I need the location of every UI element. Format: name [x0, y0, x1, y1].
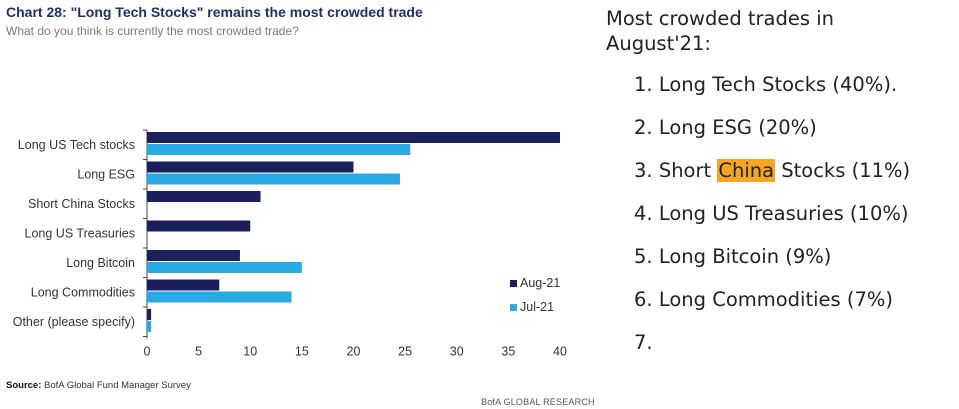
item-number: 1. — [634, 73, 653, 96]
bar-jul-21 — [147, 291, 292, 303]
item-text: Long Commodities (7%) — [658, 288, 894, 311]
source-text: BofA Global Fund Manager Survey — [44, 380, 191, 391]
item-number: 2. — [634, 116, 653, 139]
item-text-rest: Stocks (11%) — [775, 159, 911, 182]
panel-heading: Most crowded trades in August'21: — [606, 7, 835, 55]
item-text: Short — [658, 159, 718, 182]
legend-swatch — [510, 280, 517, 287]
bar-aug-21 — [147, 161, 354, 173]
chart-title: Chart 28: "Long Tech Stocks" remains the… — [6, 4, 423, 20]
item-text: Long Bitcoin (9%) — [658, 245, 832, 268]
bar-jul-21 — [147, 144, 411, 155]
legend-label: Jul-21 — [520, 300, 554, 314]
list-item: 4. Long US Treasuries (10%) — [634, 201, 909, 227]
category-label: Long Bitcoin — [66, 256, 135, 270]
source-label: Source: — [6, 380, 42, 391]
bar-aug-21 — [147, 279, 220, 291]
list-item: 2. Long ESG (20%) — [634, 115, 817, 141]
bar-jul-21 — [147, 321, 152, 332]
highlighted-word: China — [717, 159, 776, 182]
bar-aug-21 — [147, 250, 240, 261]
research-label: BofA GLOBAL RESEARCH — [481, 397, 595, 407]
category-label: Long US Tech stocks — [18, 138, 135, 152]
bar-aug-21 — [147, 220, 251, 232]
category-label: Long Commodities — [31, 285, 135, 299]
item-text: Long Tech Stocks (40%). — [658, 73, 898, 96]
bar-aug-21 — [147, 309, 152, 320]
list-item: 7. — [634, 330, 653, 356]
bar-chart: Long US Tech stocks Long ESG Short China S… — [13, 129, 567, 359]
list-item: 5. Long Bitcoin (9%) — [634, 244, 831, 270]
x-tick-label: 30 — [450, 345, 464, 359]
bar-aug-21 — [147, 191, 261, 202]
x-tick-label: 20 — [347, 345, 361, 359]
list-item: 3. Short China Stocks (11%) — [634, 158, 910, 184]
category-label: Other (please specify) — [13, 315, 135, 329]
category-label: Short China Stocks — [28, 197, 135, 211]
item-text: Long US Treasuries (10%) — [658, 202, 909, 225]
legend-label: Aug-21 — [520, 276, 560, 290]
x-tick-label: 15 — [295, 345, 309, 359]
item-number: 6. — [634, 288, 653, 311]
category-label: Long US Treasuries — [25, 226, 135, 240]
bar-aug-21 — [147, 132, 560, 143]
x-tick-label: 10 — [243, 345, 257, 359]
item-number: 7. — [634, 331, 653, 354]
legend-swatch — [510, 304, 517, 311]
item-text: Long ESG (20%) — [658, 116, 817, 139]
crowded-trades-panel: Most crowded trades in August'21: 1. Lon… — [606, 6, 956, 354]
item-number: 3. — [634, 159, 653, 182]
chart-subtitle: What do you think is currently the most … — [6, 24, 299, 38]
x-tick-label: 35 — [501, 345, 515, 359]
bar-jul-21 — [147, 173, 400, 185]
list-item: 1. Long Tech Stocks (40%). — [634, 72, 897, 98]
category-label: Long ESG — [77, 167, 135, 181]
item-number: 5. — [634, 245, 653, 268]
item-number: 4. — [634, 202, 653, 225]
list-item: 6. Long Commodities (7%) — [634, 287, 893, 313]
x-tick-label: 40 — [553, 345, 567, 359]
bar-jul-21 — [147, 262, 302, 273]
source-note: Source: BofA Global Fund Manager Survey — [6, 380, 191, 391]
x-tick-label: 25 — [398, 345, 412, 359]
x-tick-label: 0 — [144, 345, 151, 359]
x-tick-label: 5 — [195, 345, 202, 359]
